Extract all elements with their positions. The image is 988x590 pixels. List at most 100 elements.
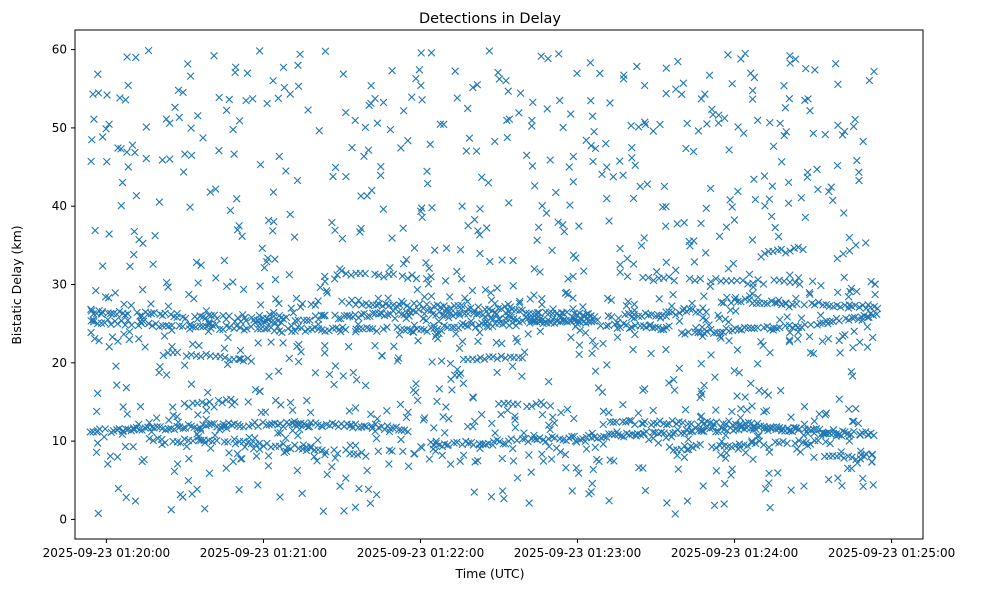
data-point: [840, 454, 848, 462]
data-point: [852, 287, 861, 296]
data-point: [570, 414, 578, 423]
data-point: [697, 359, 706, 368]
data-point: [818, 337, 827, 346]
data-point: [363, 312, 371, 321]
data-point: [244, 398, 253, 406]
data-point: [432, 330, 441, 338]
data-point: [351, 503, 360, 512]
data-point: [684, 445, 693, 454]
data-point: [527, 468, 535, 476]
data-point: [602, 322, 611, 330]
data-point: [108, 333, 117, 341]
data-point: [287, 304, 296, 313]
data-point: [385, 446, 394, 454]
data-point: [603, 163, 611, 171]
data-point: [649, 428, 657, 437]
data-point: [700, 292, 708, 300]
data-point: [609, 418, 618, 427]
data-point: [145, 418, 154, 427]
data-point: [579, 303, 587, 311]
data-point: [750, 175, 758, 184]
data-point: [304, 106, 312, 114]
data-point: [102, 125, 110, 133]
data-point: [475, 439, 484, 448]
data-point: [435, 384, 444, 393]
data-point: [858, 474, 867, 483]
data-point: [754, 276, 762, 284]
data-point: [719, 299, 728, 307]
data-point: [604, 321, 613, 330]
x-axis-label: Time (UTC): [454, 566, 524, 581]
data-point: [386, 263, 394, 272]
data-point: [640, 118, 649, 127]
data-point: [769, 323, 778, 332]
data-point: [860, 311, 868, 320]
data-point: [786, 271, 794, 279]
data-point: [404, 136, 412, 145]
data-point: [275, 311, 284, 320]
data-point: [363, 466, 371, 475]
data-point: [753, 323, 762, 332]
data-point: [195, 341, 203, 350]
data-point: [94, 89, 103, 97]
data-point: [141, 424, 150, 432]
data-point: [834, 121, 842, 130]
data-point: [619, 71, 628, 79]
data-point: [464, 305, 472, 313]
data-point: [106, 452, 115, 460]
data-point: [397, 426, 406, 434]
data-point: [543, 105, 552, 113]
data-point: [267, 338, 275, 346]
data-point: [367, 410, 375, 419]
data-point: [294, 82, 303, 91]
data-point: [647, 310, 656, 319]
data-point: [455, 344, 464, 353]
data-point: [437, 357, 446, 365]
data-point: [538, 300, 546, 309]
data-point: [203, 388, 212, 397]
data-point: [471, 323, 480, 332]
data-point: [450, 439, 458, 447]
data-point: [476, 205, 484, 213]
data-point: [497, 410, 505, 419]
data-point: [760, 249, 769, 258]
data-point: [316, 283, 325, 292]
data-point: [680, 453, 689, 462]
data-point: [196, 352, 205, 361]
data-point: [328, 324, 337, 333]
data-point: [158, 156, 167, 164]
data-point: [90, 334, 99, 343]
data-point: [759, 341, 767, 350]
data-point: [723, 293, 731, 302]
data-point: [186, 320, 195, 329]
data-point: [489, 353, 497, 361]
data-point: [668, 416, 677, 425]
data-point: [583, 310, 591, 318]
data-point: [107, 320, 115, 329]
data-point: [733, 346, 742, 354]
data-point: [816, 319, 824, 327]
data-point: [504, 199, 513, 207]
data-point: [684, 328, 693, 336]
data-point: [271, 275, 280, 284]
data-point: [302, 446, 311, 455]
data-point: [697, 219, 705, 228]
data-point: [274, 367, 283, 376]
data-point: [331, 163, 340, 172]
data-point: [500, 494, 508, 503]
data-point: [502, 76, 510, 85]
data-point: [378, 351, 386, 360]
data-point: [368, 309, 377, 317]
data-point: [336, 265, 344, 273]
data-point: [512, 334, 520, 343]
data-point: [855, 176, 863, 185]
data-point: [92, 448, 101, 457]
data-point: [467, 317, 475, 325]
data-point: [412, 74, 420, 83]
data-point: [697, 412, 706, 420]
data-point: [780, 81, 788, 90]
data-point: [351, 441, 360, 450]
data-point: [780, 131, 789, 140]
data-point: [800, 301, 808, 309]
data-point: [97, 310, 106, 318]
